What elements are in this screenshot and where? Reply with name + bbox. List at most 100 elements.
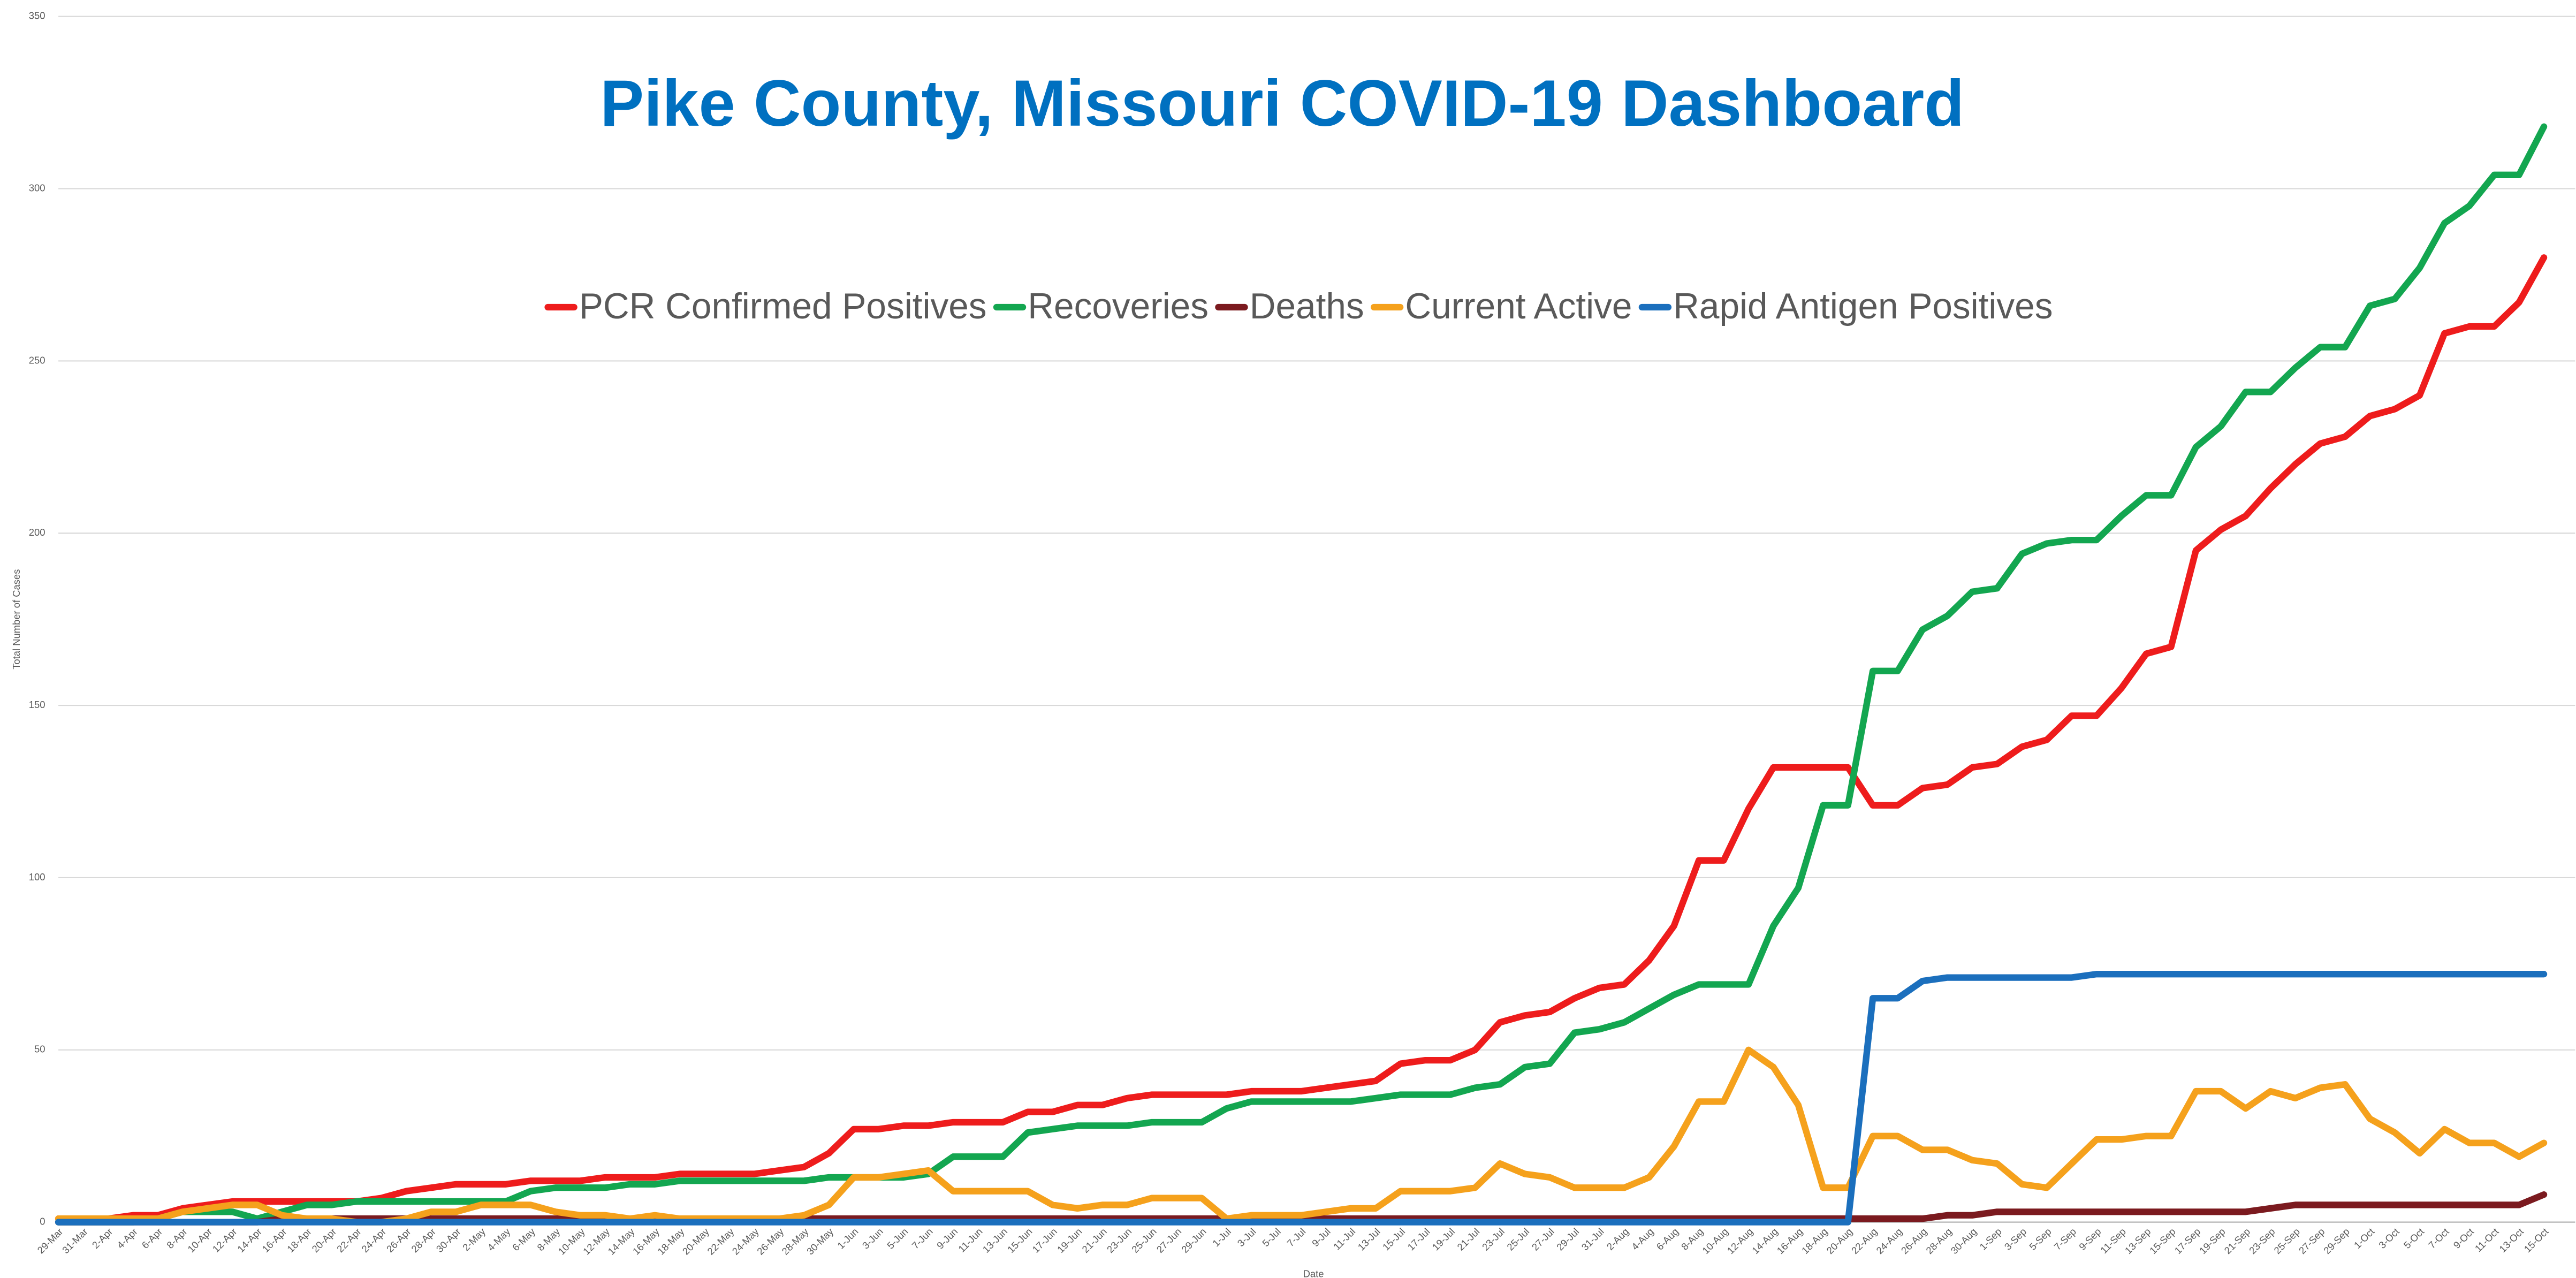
x-tick-label: 2-Apr	[90, 1226, 115, 1251]
x-tick-label: 17-Sep	[2172, 1226, 2202, 1256]
x-tick-label: 28-Aug	[1924, 1226, 1954, 1256]
y-tick-label: 0	[40, 1215, 45, 1227]
x-tick-label: 5-Sep	[2027, 1226, 2054, 1252]
x-tick-label: 31-Mar	[60, 1226, 90, 1256]
x-tick-label: 1-Oct	[2352, 1226, 2377, 1251]
x-tick-label: 24-Aug	[1874, 1226, 1904, 1256]
x-tick-label: 2-May	[460, 1226, 488, 1253]
x-tick-label: 9-Jun	[934, 1226, 960, 1251]
x-tick-label: 7-Jul	[1285, 1226, 1308, 1249]
x-tick-label: 7-Oct	[2426, 1226, 2451, 1251]
x-tick-label: 24-Apr	[359, 1226, 388, 1254]
x-tick-label: 27-Jul	[1530, 1226, 1556, 1252]
x-tick-label: 14-Aug	[1750, 1226, 1780, 1256]
x-tick-label: 3-Oct	[2376, 1226, 2402, 1251]
x-tick-label: 30-Apr	[434, 1226, 463, 1254]
x-tick-label: 24-May	[730, 1226, 762, 1257]
x-tick-label: 18-May	[655, 1226, 687, 1257]
legend-label: Deaths	[1250, 286, 1364, 326]
legend-label: Recoveries	[1028, 286, 1209, 326]
legend: PCR Confirmed Positives Recoveries Deaths C…	[544, 286, 2053, 326]
x-tick-label: 12-Apr	[210, 1226, 239, 1254]
legend-label: Current Active	[1405, 286, 1632, 326]
x-tick-label: 6-Aug	[1654, 1226, 1681, 1252]
x-tick-label: 19-Sep	[2197, 1226, 2228, 1256]
x-tick-label: 23-Jul	[1480, 1226, 1507, 1252]
y-tick-label: 50	[34, 1044, 45, 1055]
x-tick-label: 20-Apr	[309, 1226, 338, 1254]
x-tick-label: 13-Jul	[1355, 1226, 1382, 1252]
x-tick-label: 14-May	[605, 1226, 637, 1257]
x-tick-label: 13-Jun	[981, 1226, 1010, 1255]
legend-item: PCR Confirmed Positives	[544, 286, 987, 326]
legend-label: PCR Confirmed Positives	[579, 286, 987, 326]
y-tick-label: 250	[29, 354, 45, 366]
x-tick-label: 27-Sep	[2297, 1226, 2327, 1256]
x-tick-label: 17-Jul	[1405, 1226, 1432, 1252]
x-tick-label: 16-May	[630, 1226, 662, 1257]
x-tick-label: 15-Sep	[2147, 1226, 2178, 1256]
y-tick-label: 300	[29, 182, 45, 193]
y-axis-title: Total Number of Cases	[11, 569, 22, 670]
x-tick-label: 29-Jun	[1179, 1226, 1209, 1255]
x-tick-label: 1-Sep	[1977, 1226, 2004, 1252]
x-tick-label: 5-Jun	[885, 1226, 910, 1251]
x-tick-label: 25-Jul	[1504, 1226, 1531, 1252]
x-tick-label: 11-Oct	[2473, 1226, 2501, 1254]
y-tick-label: 350	[29, 10, 45, 21]
series-line	[55, 971, 2548, 1226]
x-tick-label: 18-Apr	[285, 1226, 314, 1254]
x-tick-label: 6-May	[510, 1226, 538, 1253]
x-tick-label: 3-Jun	[860, 1226, 885, 1251]
x-tick-label: 26-Apr	[384, 1226, 413, 1254]
x-tick-label: 11-Sep	[2098, 1226, 2128, 1256]
x-tick-label: 31-Jul	[1579, 1226, 1606, 1252]
x-tick-label: 29-Jul	[1554, 1226, 1581, 1252]
x-tick-label: 28-May	[779, 1226, 811, 1257]
series-line	[55, 123, 2548, 1226]
x-tick-label: 19-Jul	[1430, 1226, 1457, 1252]
x-tick-label: 26-Aug	[1899, 1226, 1929, 1256]
x-tick-label: 16-Apr	[260, 1226, 288, 1254]
x-tick-label: 20-Aug	[1824, 1226, 1855, 1256]
x-tick-label: 18-Aug	[1799, 1226, 1830, 1256]
x-tick-label: 5-Jul	[1260, 1226, 1283, 1249]
chart-title: Pike County, Missouri COVID-19 Dashboard	[600, 67, 1964, 140]
y-tick-label: 150	[29, 699, 45, 710]
x-tick-label: 27-Jun	[1154, 1226, 1184, 1255]
x-tick-label: 2-Aug	[1605, 1226, 1631, 1252]
y-tick-label: 100	[29, 871, 45, 883]
x-tick-label: 7-Sep	[2052, 1226, 2079, 1252]
x-tick-label: 15-Jun	[1005, 1226, 1035, 1255]
x-tick-label: 21-Jul	[1455, 1226, 1481, 1252]
legend-item: Rapid Antigen Positives	[1638, 286, 2053, 326]
series-line	[55, 1191, 2548, 1226]
x-tick-label: 25-Sep	[2271, 1226, 2302, 1256]
x-tick-label: 10-Apr	[185, 1226, 214, 1254]
x-tick-label: 29-Sep	[2321, 1226, 2352, 1256]
x-tick-label: 15-Jul	[1380, 1226, 1407, 1252]
x-tick-label: 30-Aug	[1949, 1226, 1979, 1256]
x-tick-label: 15-Oct	[2522, 1226, 2551, 1254]
x-tick-label: 21-Sep	[2222, 1226, 2252, 1256]
x-tick-label: 26-May	[755, 1226, 786, 1257]
y-tick-label: 200	[29, 527, 45, 538]
x-tick-label: 3-Jul	[1235, 1226, 1258, 1249]
x-tick-label: 6-Apr	[140, 1226, 165, 1251]
x-axis-title: Date	[1303, 1268, 1324, 1278]
x-tick-label: 10-May	[556, 1226, 587, 1257]
x-tick-label: 13-Sep	[2123, 1226, 2153, 1256]
x-tick-label: 4-May	[485, 1226, 513, 1253]
x-tick-label: 5-Oct	[2402, 1226, 2427, 1251]
x-tick-label: 23-Sep	[2247, 1226, 2277, 1256]
x-tick-label: 16-Aug	[1774, 1226, 1805, 1256]
x-tick-label: 9-Oct	[2451, 1226, 2476, 1251]
legend-item: Current Active	[1370, 286, 1632, 326]
x-tick-label: 22-May	[705, 1226, 736, 1257]
x-tick-label: 19-Jun	[1055, 1226, 1084, 1255]
x-tick-label: 20-May	[680, 1226, 712, 1257]
x-tick-label: 11-Jun	[956, 1226, 985, 1254]
x-tick-label: 9-Jul	[1310, 1226, 1333, 1249]
